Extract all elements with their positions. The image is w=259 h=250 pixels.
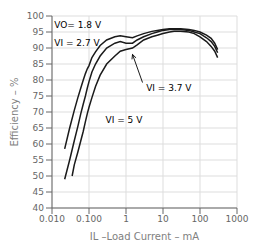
svg-text:VI = 5 V: VI = 5 V [106,115,144,125]
svg-text:65: 65 [33,123,44,133]
svg-text:55: 55 [33,155,44,165]
svg-text:85: 85 [33,59,44,69]
svg-text:0.100: 0.100 [76,214,102,224]
svg-text:80: 80 [33,75,45,85]
svg-text:100: 100 [27,11,44,21]
svg-text:100: 100 [191,214,208,224]
svg-text:60: 60 [33,139,45,149]
svg-text:VI = 3.7 V: VI = 3.7 V [146,83,192,93]
svg-text:75: 75 [33,91,44,101]
svg-text:95: 95 [33,27,44,37]
svg-text:VI = 2.7 V: VI = 2.7 V [54,38,100,48]
svg-text:40: 40 [33,203,45,213]
svg-text:90: 90 [33,43,45,53]
svg-text:0.010: 0.010 [39,214,65,224]
svg-text:10: 10 [157,214,169,224]
svg-text:1: 1 [123,214,129,224]
svg-text:VO= 1.8 V: VO= 1.8 V [54,20,102,30]
svg-text:70: 70 [33,107,45,117]
svg-text:45: 45 [33,187,44,197]
svg-text:1000: 1000 [226,214,249,224]
svg-text:Efficiency – %: Efficiency – % [9,77,20,146]
svg-text:50: 50 [33,171,45,181]
svg-text:IL –Load Current – mA: IL –Load Current – mA [90,231,200,242]
